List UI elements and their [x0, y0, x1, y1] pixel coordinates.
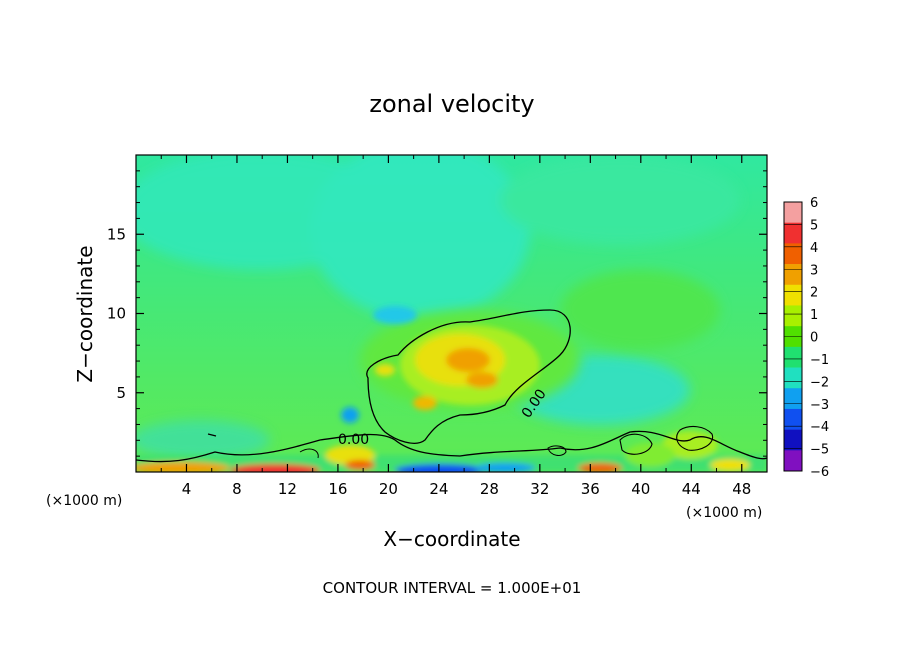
- x-tick-label: 4: [182, 480, 192, 498]
- colorbar-label: 5: [810, 218, 818, 233]
- colorbar-swatch: [784, 367, 802, 389]
- colorbar-label: −5: [810, 443, 829, 458]
- colorbar-label: 3: [810, 263, 818, 278]
- x-tick-label: 28: [480, 480, 499, 498]
- x-axis: 4 8 12 16 20 24 28 32 36 40 44 48: [160, 155, 751, 498]
- colorbar-label: −1: [810, 353, 829, 368]
- x-tick-label: 44: [682, 480, 701, 498]
- colorbar: 6 5 4 3 2 1 0 −1 −2 −3 −4 −5 −6: [783, 196, 829, 480]
- colorbar-label: 1: [810, 308, 818, 323]
- colorbar-swatch: [784, 346, 802, 368]
- y-tick-label: 5: [116, 384, 126, 402]
- colorbar-swatch: [784, 408, 802, 430]
- x-axis-label: X−coordinate: [383, 527, 520, 551]
- colorbar-label: 2: [810, 286, 818, 301]
- x-tick-label: 40: [631, 480, 650, 498]
- colorbar-label: −2: [810, 375, 829, 390]
- y-tick-label: 10: [107, 305, 126, 323]
- colorbar-swatch: [784, 429, 802, 451]
- x-unit-left: (×1000 m): [46, 493, 122, 509]
- colorbar-label: 4: [810, 241, 818, 256]
- colorbar-swatch: [784, 450, 802, 472]
- y-axis: 5 10 15: [107, 170, 767, 457]
- colorbar-label: −6: [810, 465, 829, 480]
- x-tick-label: 20: [379, 480, 398, 498]
- contour-interval-note: CONTOUR INTERVAL = 1.000E+01: [323, 579, 582, 597]
- colorbar-label: −3: [810, 398, 829, 413]
- colorbar-swatch: [784, 284, 802, 306]
- x-tick-label: 24: [429, 480, 448, 498]
- heatmap-field: [136, 155, 767, 472]
- chart-title: zonal velocity: [369, 90, 534, 118]
- x-tick-label: 16: [328, 480, 347, 498]
- x-unit-right: (×1000 m): [686, 505, 762, 521]
- colorbar-swatch: [784, 305, 802, 327]
- colorbar-swatch: [784, 264, 802, 286]
- x-tick-label: 36: [581, 480, 600, 498]
- x-tick-label: 48: [732, 480, 751, 498]
- colorbar-label: −4: [810, 420, 829, 435]
- x-tick-label: 32: [530, 480, 549, 498]
- y-tick-label: 15: [107, 225, 126, 243]
- colorbar-swatch: [784, 222, 802, 244]
- y-axis-label: Z−coordinate: [73, 245, 97, 382]
- colorbar-swatch: [784, 388, 802, 410]
- colorbar-label: 0: [810, 331, 818, 346]
- colorbar-swatch: [784, 202, 802, 223]
- colorbar-swatch: [784, 243, 802, 265]
- colorbar-label: 6: [810, 196, 818, 211]
- x-tick-label: 8: [232, 480, 242, 498]
- x-tick-label: 12: [278, 480, 297, 498]
- contour-label: 0.00: [338, 432, 369, 448]
